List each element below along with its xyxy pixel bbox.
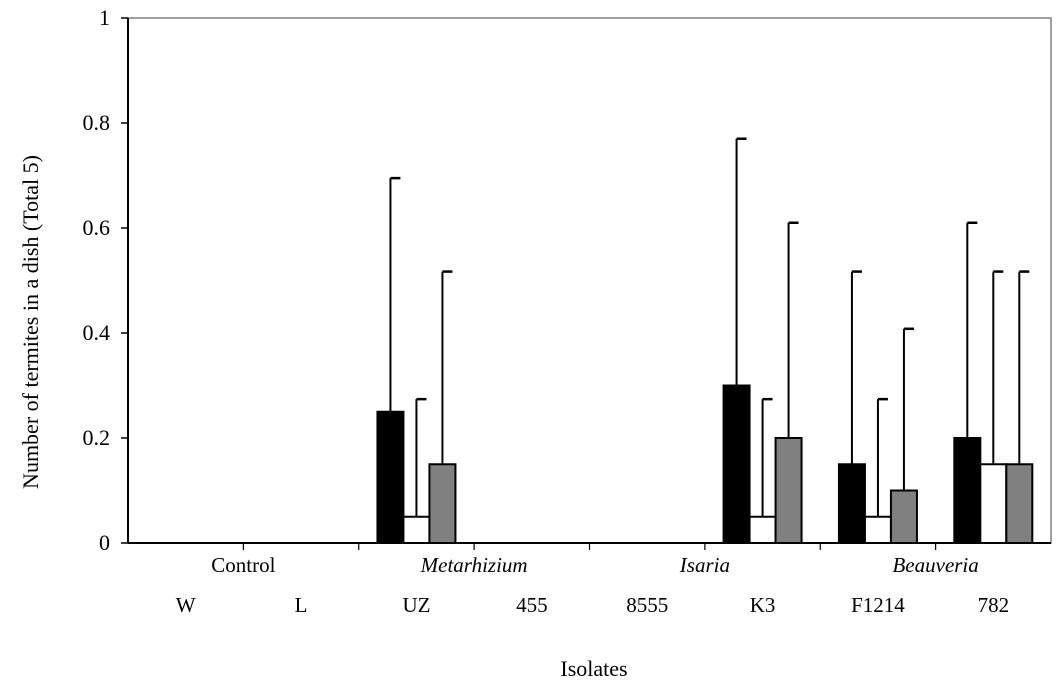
bar [953, 437, 982, 544]
plot-frame [127, 17, 1052, 544]
y-axis-ticks: 0 0.2 0.4 0.6 0.8 1 [83, 5, 128, 555]
bar [889, 489, 918, 544]
y-tick-label: 0.2 [83, 425, 111, 450]
group-labels: Control Metarhizium Isaria Beauveria [211, 553, 978, 577]
isolate-label: F1214 [851, 593, 905, 617]
y-tick-label: 0.6 [83, 215, 111, 240]
isolate-label: 8555 [626, 593, 668, 617]
error-bars-layer [389, 137, 1030, 517]
bar [748, 515, 777, 544]
group-label: Isaria [679, 553, 730, 577]
bar [863, 515, 892, 544]
bars-layer [376, 384, 1034, 544]
y-tick-label: 0 [99, 530, 110, 555]
y-tick-label: 0.8 [83, 110, 111, 135]
plot-border [127, 17, 1052, 544]
group-label: Metarhizium [420, 553, 528, 577]
bar [428, 463, 457, 544]
x-axis-title: Isolates [560, 656, 627, 681]
x-axis-ticks [242, 543, 937, 550]
isolate-label: UZ [402, 593, 430, 617]
bar [774, 437, 803, 544]
isolate-label: L [295, 593, 308, 617]
bar [402, 515, 431, 544]
group-label: Beauveria [892, 553, 978, 577]
bar [1005, 463, 1034, 544]
group-label: Control [211, 553, 275, 577]
isolate-label: 782 [978, 593, 1010, 617]
isolate-label: 455 [516, 593, 548, 617]
isolate-labels: W L UZ 455 8555 K3 F1214 782 [176, 593, 1009, 617]
bar [722, 384, 751, 544]
isolate-label: W [176, 593, 196, 617]
bar [979, 463, 1008, 544]
bar [376, 410, 405, 544]
y-tick-label: 0.4 [83, 320, 111, 345]
y-tick-label: 1 [99, 5, 110, 30]
bar [837, 463, 866, 544]
y-axis-title: Number of termites in a dish (Total 5) [18, 155, 43, 489]
isolate-label: K3 [750, 593, 776, 617]
